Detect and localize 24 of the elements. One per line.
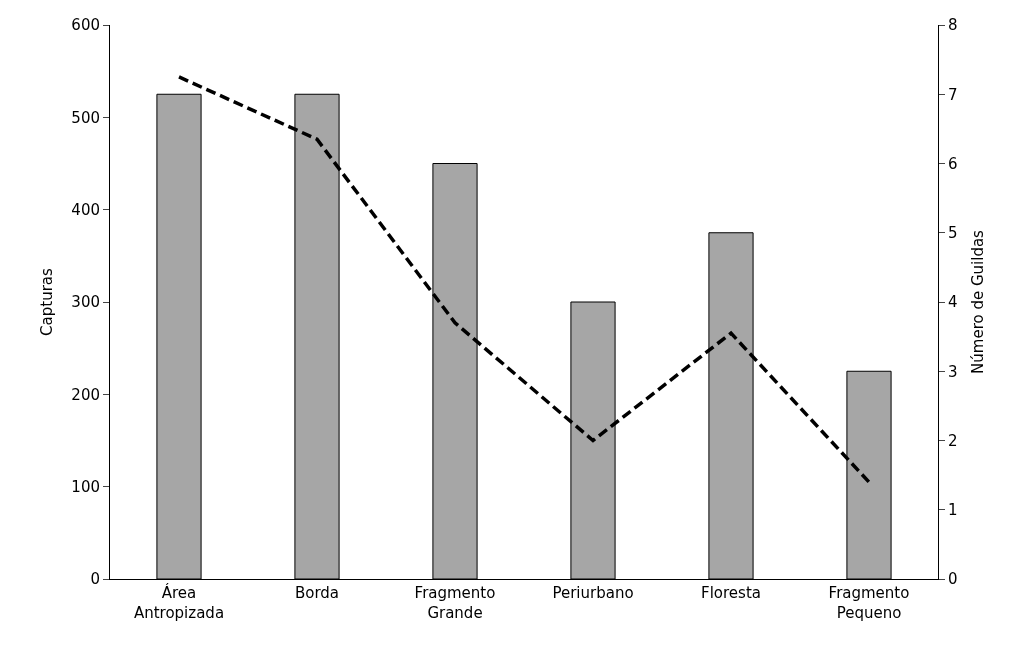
y-tick-label: 200: [71, 385, 100, 404]
y-tick-label: 500: [71, 108, 100, 127]
y-axis-title: Capturas: [37, 267, 56, 336]
y2-tick-label: 6: [948, 154, 958, 173]
x-tick-label: Borda: [294, 584, 340, 602]
y2-tick-label: 1: [948, 501, 958, 519]
x-tick-label: Área Antropizada: [133, 583, 225, 622]
y2-tick-label: 2: [948, 431, 958, 450]
y2-tick-label: 4: [948, 293, 958, 312]
y2-tick-label: 7: [948, 85, 958, 104]
x-tick-label: Floresta: [701, 584, 761, 602]
y2-tick-label: 5: [948, 224, 958, 242]
y-tick-label: 100: [71, 477, 100, 496]
y2-axis-title: Número de Guildas: [968, 229, 987, 374]
x-tick-label: Fragmento Grande: [414, 584, 496, 622]
y-tick-label: 300: [71, 293, 100, 312]
y2-tick-label: 0: [948, 570, 958, 589]
y-tick-label: 0: [90, 570, 100, 589]
x-tick-label: Fragmento Pequeno: [828, 584, 910, 622]
y2-tick-label: 3: [948, 362, 958, 381]
x-tick-label: Periurbano: [552, 584, 634, 602]
y2-tick-label: 8: [948, 16, 958, 35]
y-tick-label: 600: [71, 16, 100, 35]
y-tick-label: 400: [71, 200, 100, 219]
